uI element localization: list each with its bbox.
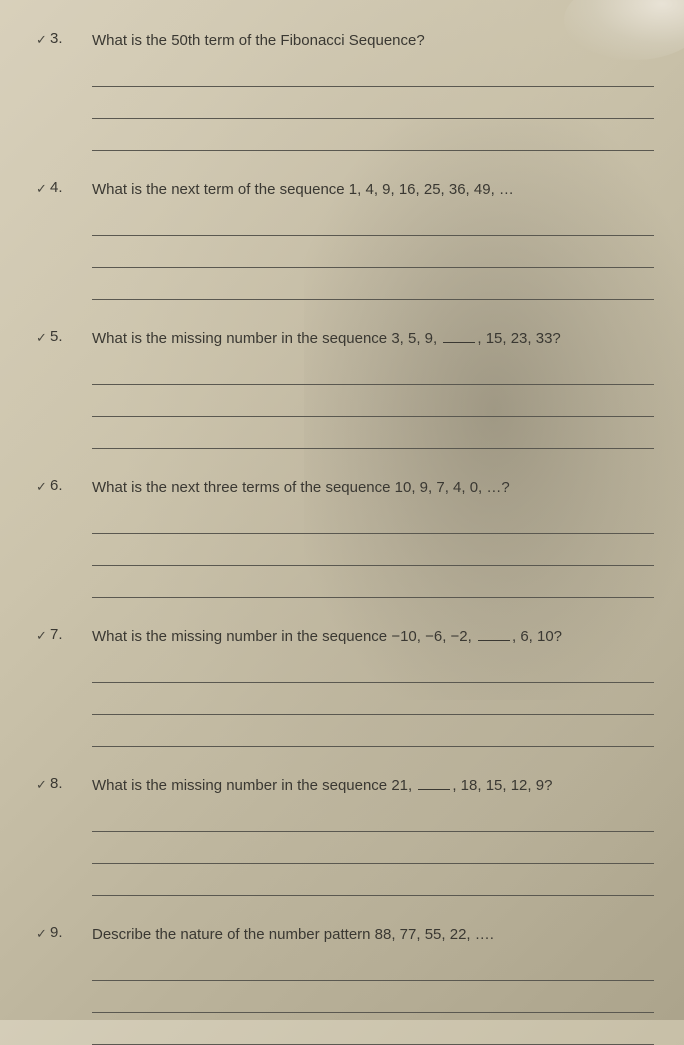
- answer-line: [92, 240, 654, 268]
- question-text: What is the missing number in the sequen…: [92, 626, 654, 647]
- question-number: ✓6.: [50, 477, 92, 494]
- answer-line: [92, 836, 654, 864]
- question-number: ✓7.: [50, 626, 92, 643]
- answer-line: [92, 687, 654, 715]
- answer-lines: [92, 357, 654, 449]
- checkmark-icon: ✓: [36, 777, 47, 793]
- checkmark-icon: ✓: [36, 330, 47, 346]
- answer-line: [92, 1017, 654, 1045]
- question-row: ✓3.What is the 50th term of the Fibonacc…: [50, 30, 654, 51]
- question-row: ✓6.What is the next three terms of the s…: [50, 477, 654, 498]
- question-number-text: 5.: [50, 328, 63, 345]
- answer-lines: [92, 506, 654, 598]
- fill-blank: [418, 789, 450, 790]
- question-row: ✓7.What is the missing number in the seq…: [50, 626, 654, 647]
- checkmark-icon: ✓: [36, 479, 47, 495]
- answer-line: [92, 985, 654, 1013]
- answer-line: [92, 953, 654, 981]
- question-number: ✓8.: [50, 775, 92, 792]
- question-block: ✓5.What is the missing number in the seq…: [50, 328, 654, 449]
- question-row: ✓4.What is the next term of the sequence…: [50, 179, 654, 200]
- fill-blank: [478, 640, 510, 641]
- question-block: ✓6.What is the next three terms of the s…: [50, 477, 654, 598]
- question-row: ✓5.What is the missing number in the seq…: [50, 328, 654, 349]
- answer-line: [92, 804, 654, 832]
- question-number-text: 3.: [50, 30, 63, 47]
- question-block: ✓4.What is the next term of the sequence…: [50, 179, 654, 300]
- answer-line: [92, 506, 654, 534]
- question-text: What is the next three terms of the sequ…: [92, 477, 654, 498]
- answer-line: [92, 538, 654, 566]
- question-number-text: 6.: [50, 477, 63, 494]
- answer-line: [92, 123, 654, 151]
- answer-lines: [92, 953, 654, 1045]
- questions-list: ✓3.What is the 50th term of the Fibonacc…: [50, 30, 654, 1045]
- answer-line: [92, 91, 654, 119]
- answer-lines: [92, 208, 654, 300]
- answer-lines: [92, 59, 654, 151]
- answer-line: [92, 208, 654, 236]
- worksheet-page: ✓3.What is the 50th term of the Fibonacc…: [0, 0, 684, 1020]
- fill-blank: [443, 342, 475, 343]
- question-text: What is the next term of the sequence 1,…: [92, 179, 654, 200]
- question-number-text: 9.: [50, 924, 63, 941]
- answer-line: [92, 357, 654, 385]
- question-text: What is the 50th term of the Fibonacci S…: [92, 30, 654, 51]
- question-text: What is the missing number in the sequen…: [92, 328, 654, 349]
- question-block: ✓3.What is the 50th term of the Fibonacc…: [50, 30, 654, 151]
- question-row: ✓9.Describe the nature of the number pat…: [50, 924, 654, 945]
- question-block: ✓9.Describe the nature of the number pat…: [50, 924, 654, 1045]
- checkmark-icon: ✓: [36, 926, 47, 942]
- question-number: ✓9.: [50, 924, 92, 941]
- answer-line: [92, 389, 654, 417]
- question-number-text: 8.: [50, 775, 63, 792]
- answer-line: [92, 868, 654, 896]
- question-row: ✓8.What is the missing number in the seq…: [50, 775, 654, 796]
- question-number: ✓3.: [50, 30, 92, 47]
- answer-line: [92, 421, 654, 449]
- question-text: What is the missing number in the sequen…: [92, 775, 654, 796]
- question-block: ✓7.What is the missing number in the seq…: [50, 626, 654, 747]
- checkmark-icon: ✓: [36, 181, 47, 197]
- question-number: ✓5.: [50, 328, 92, 345]
- question-number: ✓4.: [50, 179, 92, 196]
- question-text: Describe the nature of the number patter…: [92, 924, 654, 945]
- answer-line: [92, 719, 654, 747]
- answer-line: [92, 570, 654, 598]
- checkmark-icon: ✓: [36, 32, 47, 48]
- answer-line: [92, 272, 654, 300]
- question-number-text: 4.: [50, 179, 63, 196]
- answer-lines: [92, 804, 654, 896]
- answer-line: [92, 655, 654, 683]
- answer-line: [92, 59, 654, 87]
- question-block: ✓8.What is the missing number in the seq…: [50, 775, 654, 896]
- question-number-text: 7.: [50, 626, 63, 643]
- answer-lines: [92, 655, 654, 747]
- checkmark-icon: ✓: [36, 628, 47, 644]
